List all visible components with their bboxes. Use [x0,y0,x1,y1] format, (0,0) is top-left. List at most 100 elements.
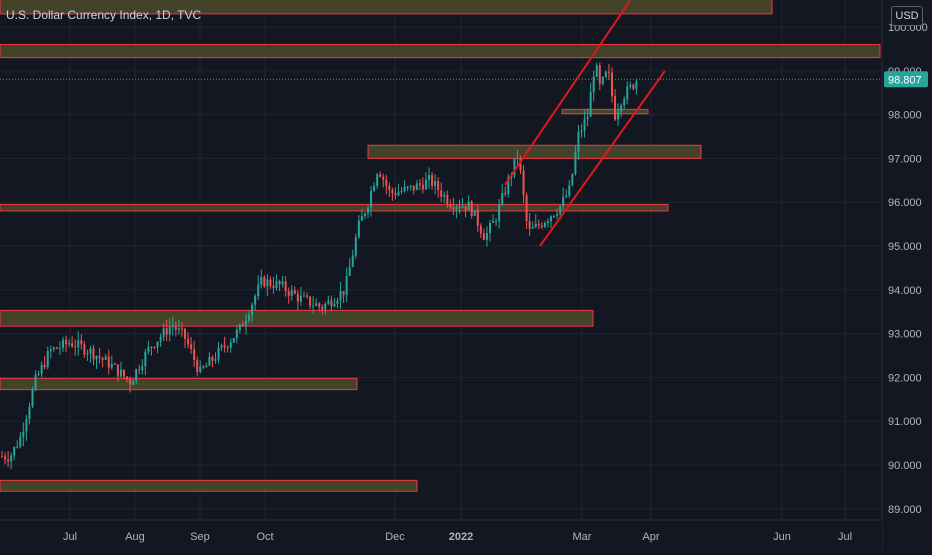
candle-body [626,86,629,100]
candle-body [470,201,473,216]
candle-body [467,201,470,211]
candle-body [537,223,540,226]
candle-body [376,174,379,186]
candle-body [400,190,403,193]
zones-layer [0,0,881,492]
candle-body [187,338,190,345]
candle-body [562,196,565,207]
candle-body [171,326,174,328]
candle-body [431,175,434,186]
trend-line [539,70,666,247]
candle-body [443,194,446,197]
candle-body [7,459,10,462]
zone-rectangle [0,203,669,212]
candle-body [315,303,318,306]
price-tick-label: 95.000 [888,241,922,253]
candle-body [391,189,394,194]
candle-body [583,119,586,131]
candle-body [153,347,156,349]
candle-body [251,304,254,316]
zone-rectangle [0,309,594,327]
candle-body [586,116,589,120]
candle-body [394,193,397,196]
candle-body [104,356,107,360]
candle-body [241,324,244,327]
candle-body [449,204,452,208]
last-price-label: 98.807 [888,74,922,86]
candle-body [306,295,308,297]
price-tick-label: 93.000 [888,329,922,341]
candle-body [293,290,296,294]
candle-body [80,340,83,345]
candle-body [464,206,467,211]
candle-body [58,347,61,349]
candle-body [534,223,537,228]
candle-body [272,285,275,289]
candle-body [601,76,604,84]
candle-body [193,349,196,361]
candle-body [10,455,13,462]
candle-body [135,369,138,381]
candle-body [635,81,638,89]
candle-body [13,446,16,456]
trend-line [504,0,631,186]
candle-body [342,291,345,295]
candle-body [485,233,488,240]
candle-body [424,179,427,190]
candle-body [550,216,552,222]
candle-body [580,130,583,132]
candle-body [92,348,95,360]
candle-body [519,157,522,171]
candle-body [330,300,333,307]
candle-body [177,328,180,330]
candle-body [620,105,623,112]
candle-body [196,360,199,372]
candles-layer [1,62,638,469]
candle-body [217,347,220,360]
zone-rectangle [367,144,702,159]
candle-body [287,291,290,296]
candle-body [16,446,19,448]
candle-body [290,290,293,296]
candle-body [592,76,595,93]
candle-body [525,195,528,222]
candle-body [165,328,168,335]
candle-body [22,431,25,437]
candle-body [623,99,626,106]
candle-body [367,207,369,214]
price-tick-label: 92.000 [888,372,922,384]
candle-body [403,186,406,191]
time-tick-label: Jul [838,531,852,543]
candle-body [489,222,491,234]
candle-body [458,206,461,208]
candle-body [571,173,574,186]
price-axis-background [882,0,932,550]
candle-body [49,349,52,352]
candle-body [461,206,464,208]
candle-body [501,192,504,205]
candle-body [363,213,366,217]
candle-body [382,176,385,180]
candle-body [348,266,351,276]
currency-button[interactable]: USD [891,6,923,26]
candle-body [232,338,235,343]
candle-body [123,369,125,377]
candle-body [101,357,104,360]
candle-body [296,293,299,302]
candle-body [333,303,336,307]
candle-body [214,359,217,361]
candle-body [299,295,302,302]
candle-body [19,436,22,447]
candle-body [260,277,263,285]
candle-body [46,351,49,368]
last-price-badge [884,71,928,88]
time-tick-label: Aug [125,531,145,543]
price-tick-label: 89.000 [888,504,922,516]
candle-body [168,327,171,335]
candle-body [373,185,376,192]
candle-body [546,221,549,223]
candle-body [184,328,186,339]
